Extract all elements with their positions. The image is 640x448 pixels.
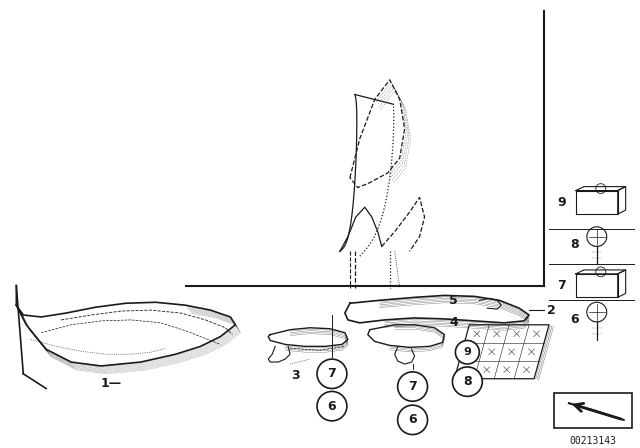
Text: 7: 7 [557,279,566,292]
Text: 6: 6 [570,314,579,327]
Text: 4: 4 [449,316,458,329]
Text: 3: 3 [291,369,300,382]
Circle shape [317,392,347,421]
Text: 1—: 1— [101,377,122,390]
Text: 00213143: 00213143 [570,435,616,446]
Text: 5: 5 [449,294,458,307]
Text: 6: 6 [408,414,417,426]
Bar [554,393,632,428]
Text: 9: 9 [557,196,566,209]
Text: 7: 7 [328,367,337,380]
Text: 9: 9 [463,347,471,357]
Text: 8: 8 [463,375,472,388]
Circle shape [397,405,428,435]
Circle shape [397,372,428,401]
Text: 7: 7 [408,380,417,393]
Text: 6: 6 [328,400,336,413]
Text: 2: 2 [547,304,556,317]
Circle shape [317,359,347,388]
Circle shape [452,367,483,396]
Text: 8: 8 [570,238,579,251]
Circle shape [456,340,479,364]
